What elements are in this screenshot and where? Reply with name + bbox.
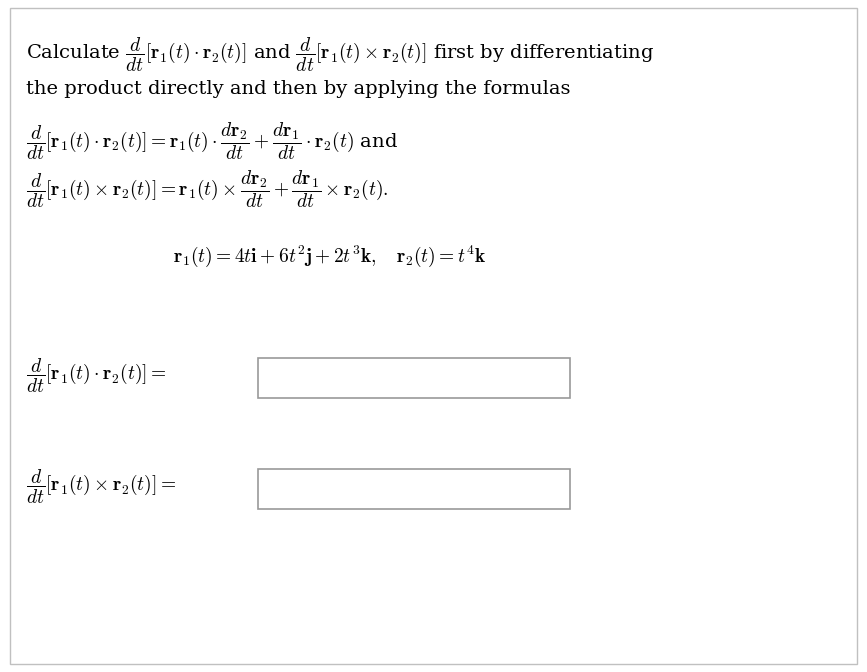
Text: $\dfrac{d}{dt}[\mathbf{r}_1(t) \cdot \mathbf{r}_2(t)] =$: $\dfrac{d}{dt}[\mathbf{r}_1(t) \cdot \ma… xyxy=(26,358,166,395)
FancyBboxPatch shape xyxy=(258,469,570,509)
Text: $\dfrac{d}{dt}[\mathbf{r}_1(t) \cdot \mathbf{r}_2(t)] = \mathbf{r}_1(t) \cdot \d: $\dfrac{d}{dt}[\mathbf{r}_1(t) \cdot \ma… xyxy=(26,120,398,162)
Text: $\mathbf{r}_1(t) = 4t\mathbf{i} + 6t^2\mathbf{j} + 2t^3\mathbf{k},\quad \mathbf{: $\mathbf{r}_1(t) = 4t\mathbf{i} + 6t^2\m… xyxy=(173,244,487,269)
Text: the product directly and then by applying the formulas: the product directly and then by applyin… xyxy=(26,80,570,97)
FancyBboxPatch shape xyxy=(258,358,570,398)
Text: Calculate $\dfrac{d}{dt}[\mathbf{r}_1(t) \cdot \mathbf{r}_2(t)]$ and $\dfrac{d}{: Calculate $\dfrac{d}{dt}[\mathbf{r}_1(t)… xyxy=(26,36,654,74)
Text: $\dfrac{d}{dt}[\mathbf{r}_1(t) \times \mathbf{r}_2(t)] = \mathbf{r}_1(t) \times : $\dfrac{d}{dt}[\mathbf{r}_1(t) \times \m… xyxy=(26,169,388,210)
Text: $\dfrac{d}{dt}[\mathbf{r}_1(t) \times \mathbf{r}_2(t)] =$: $\dfrac{d}{dt}[\mathbf{r}_1(t) \times \m… xyxy=(26,468,176,506)
